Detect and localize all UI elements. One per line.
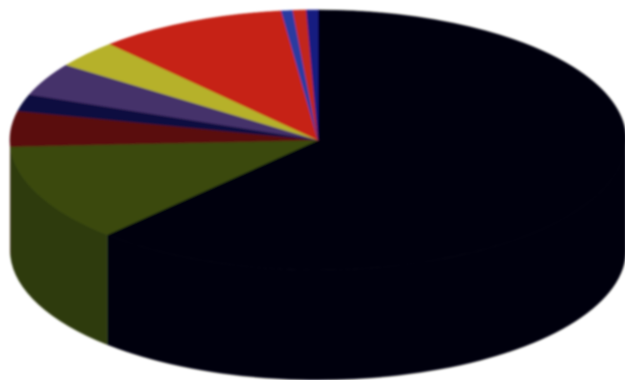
pie-slice-2 — [10, 139, 319, 236]
pie-slice-side-1 — [107, 150, 625, 380]
pie-slice-10 — [306, 9, 319, 141]
pie-slice-side-2 — [10, 146, 108, 345]
pie-slice-7 — [109, 10, 319, 141]
pie-slice-1 — [106, 9, 625, 271]
pie-slices-group — [9, 9, 625, 380]
